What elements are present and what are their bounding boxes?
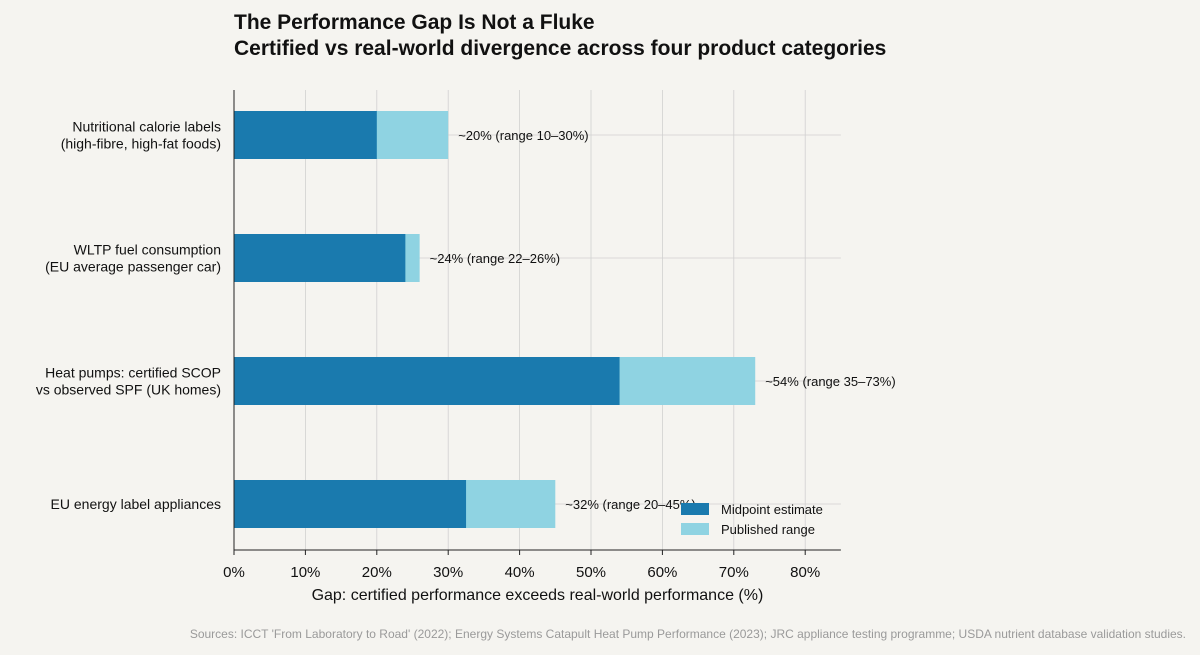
legend-swatch	[681, 523, 709, 535]
x-tick-label: 20%	[362, 564, 392, 581]
category-label-line: EU energy label appliances	[51, 496, 221, 512]
sources-note: Sources: ICCT 'From Laboratory to Road' …	[189, 627, 1186, 641]
category-label-line: vs observed SPF (UK homes)	[36, 382, 221, 398]
bar-annotation: ~32% (range 20–45%)	[565, 497, 695, 512]
x-axis-label: Gap: certified performance exceeds real-…	[312, 587, 764, 604]
bar-midpoint-estimate	[234, 480, 467, 528]
x-tick-label: 10%	[290, 564, 320, 581]
bar-annotation: ~54% (range 35–73%)	[765, 374, 895, 389]
category-label-line: (EU average passenger car)	[45, 259, 221, 275]
legend: Midpoint estimate Published range	[681, 502, 823, 537]
category-label-line: Nutritional calorie labels	[72, 119, 221, 135]
x-tick-label: 50%	[576, 564, 606, 581]
bars	[234, 111, 756, 528]
legend-label: Midpoint estimate	[721, 502, 823, 517]
x-tick-label: 60%	[647, 564, 677, 581]
x-tick-label: 70%	[719, 564, 749, 581]
category-labels: Nutritional calorie labels (high-fibre, h…	[36, 119, 221, 513]
legend-label: Published range	[721, 522, 815, 537]
category-label: Heat pumps: certified SCOP vs observed SP…	[36, 365, 221, 398]
bar-annotation: ~24% (range 22–26%)	[430, 251, 560, 266]
bar-midpoint-estimate	[234, 357, 620, 405]
category-label: EU energy label appliances	[51, 496, 221, 512]
x-tick-label: 0%	[223, 564, 245, 581]
legend-swatch	[681, 503, 709, 515]
x-tick-label: 80%	[790, 564, 820, 581]
bar-midpoint-estimate	[234, 234, 406, 282]
category-label: Nutritional calorie labels (high-fibre, h…	[61, 119, 221, 152]
x-axis: 0% 10% 20% 30% 40% 50% 60% 70% 80% Gap: certified…	[223, 90, 841, 604]
bar-annotation: ~20% (range 10–30%)	[458, 128, 588, 143]
bar-annotations: ~20% (range 10–30%) ~24% (range 22–26%) ~5…	[430, 128, 896, 512]
category-label: WLTP fuel consumption (EU average passeng…	[45, 242, 221, 275]
bar-midpoint-estimate	[234, 111, 377, 159]
x-tick-label: 40%	[505, 564, 535, 581]
chart-titles: The Performance Gap Is Not a Fluke Certi…	[234, 10, 886, 62]
category-label-line: WLTP fuel consumption	[74, 242, 221, 258]
category-label-line: (high-fibre, high-fat foods)	[61, 136, 221, 152]
chart-title: The Performance Gap Is Not a Fluke	[234, 11, 595, 34]
chart-subtitle: Certified vs real-world divergence acros…	[234, 37, 887, 60]
category-label-line: Heat pumps: certified SCOP	[45, 365, 221, 381]
x-tick-label: 30%	[433, 564, 463, 581]
